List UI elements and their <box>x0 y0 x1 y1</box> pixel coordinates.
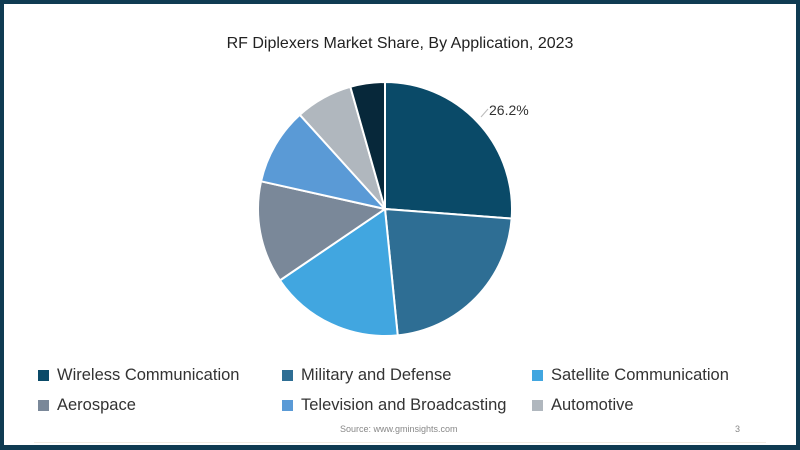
pie-slice-military-and-defense <box>383 207 513 337</box>
page-number: 3 <box>735 424 741 434</box>
pie-slice-aerospace <box>257 180 388 282</box>
legend-item-automotive: Automotive <box>532 396 634 415</box>
legend-item-satellite: Satellite Communication <box>532 366 729 385</box>
legend-swatch <box>532 370 543 381</box>
legend-swatch <box>282 400 293 411</box>
data-label-wireless: 26.2% <box>489 102 529 118</box>
pie-slices <box>257 80 513 337</box>
legend-swatch <box>38 370 49 381</box>
footer-divider <box>34 442 766 443</box>
legend-label: Aerospace <box>57 396 136 414</box>
legend-swatch <box>282 370 293 381</box>
legend-label: Wireless Communication <box>57 366 240 384</box>
pie-chart: 26.2% <box>257 80 529 337</box>
legend-item-wireless: Wireless Communication <box>38 366 239 385</box>
legend-swatch <box>532 400 543 411</box>
legend-swatch <box>38 400 49 411</box>
chart-title: RF Diplexers Market Share, By Applicatio… <box>226 35 574 52</box>
legend-label: Automotive <box>551 396 634 414</box>
legend-label: Satellite Communication <box>551 366 729 384</box>
pie-slice-wireless-communication <box>384 80 513 220</box>
legend-label: Television and Broadcasting <box>301 396 507 414</box>
pie-slice-satellite-communication <box>278 207 399 337</box>
legend-item-television: Television and Broadcasting <box>282 396 506 415</box>
data-label-leader <box>480 108 489 118</box>
pie-slice-television-and-broadcasting <box>259 113 388 211</box>
legend-item-aerospace: Aerospace <box>38 396 136 415</box>
chart-frame: RF Diplexers Market Share, By Applicatio… <box>4 4 796 445</box>
pie-slice-others <box>349 80 386 210</box>
legend-label: Military and Defense <box>301 366 452 384</box>
source-text: Source: www.gminsights.com <box>340 424 458 434</box>
legend-item-military: Military and Defense <box>282 366 451 385</box>
